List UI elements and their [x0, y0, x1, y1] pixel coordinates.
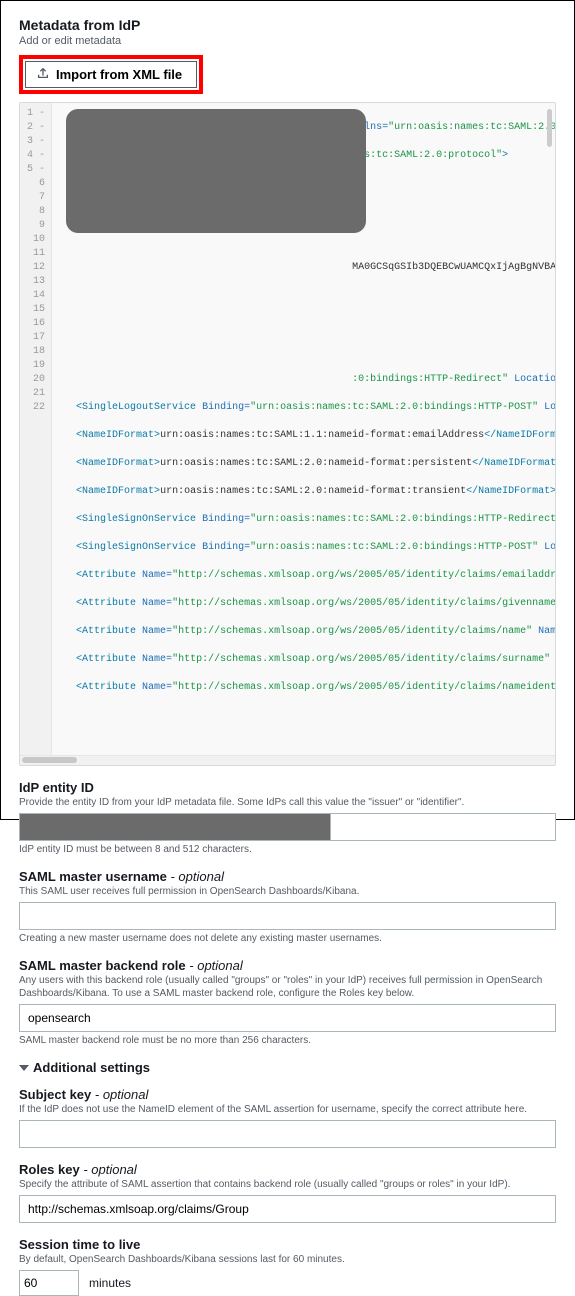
additional-settings-label: Additional settings: [33, 1060, 150, 1075]
session-ttl-unit: minutes: [89, 1276, 131, 1290]
idp-entity-id-note: IdP entity ID must be between 8 and 512 …: [19, 844, 556, 855]
additional-settings-toggle[interactable]: Additional settings: [19, 1060, 556, 1075]
import-highlight: Import from XML file: [19, 55, 203, 94]
upload-icon: [36, 66, 50, 83]
session-ttl-label: Session time to live: [19, 1237, 556, 1252]
backend-role-note: SAML master backend role must be no more…: [19, 1035, 556, 1046]
import-from-xml-button[interactable]: Import from XML file: [25, 61, 197, 88]
chevron-down-icon: [19, 1065, 29, 1071]
metadata-subtitle: Add or edit metadata: [19, 35, 556, 47]
redaction-overlay: [66, 109, 366, 233]
code-vertical-scrollbar[interactable]: [547, 109, 552, 147]
session-ttl-help: By default, OpenSearch Dashboards/Kibana…: [19, 1253, 556, 1266]
subject-key-help: If the IdP does not use the NameID eleme…: [19, 1103, 556, 1116]
roles-key-input[interactable]: [19, 1195, 556, 1223]
roles-key-help: Specify the attribute of SAML assertion …: [19, 1178, 556, 1191]
xml-code-panel: 1 -2 -3 -4 -5 -6789101112131415161718192…: [19, 102, 556, 766]
master-username-input[interactable]: [19, 902, 556, 930]
idp-entity-id-input[interactable]: [19, 813, 556, 841]
code-horizontal-scrollbar[interactable]: [20, 755, 555, 765]
subject-key-input[interactable]: [19, 1120, 556, 1148]
backend-role-help: Any users with this backend role (usuall…: [19, 974, 556, 1000]
master-username-note: Creating a new master username does not …: [19, 933, 556, 944]
session-ttl-input[interactable]: [19, 1270, 79, 1296]
subject-key-label: Subject key - optional: [19, 1087, 556, 1102]
idp-entity-id-label: IdP entity ID: [19, 780, 556, 795]
import-button-label: Import from XML file: [56, 67, 182, 82]
master-username-help: This SAML user receives full permission …: [19, 885, 556, 898]
backend-role-input[interactable]: [19, 1004, 556, 1032]
roles-key-label: Roles key - optional: [19, 1162, 556, 1177]
backend-role-label: SAML master backend role - optional: [19, 958, 556, 973]
idp-entity-id-help: Provide the entity ID from your IdP meta…: [19, 796, 556, 809]
master-username-label: SAML master username - optional: [19, 869, 556, 884]
code-gutter: 1 -2 -3 -4 -5 -6789101112131415161718192…: [20, 103, 52, 755]
metadata-heading: Metadata from IdP: [19, 17, 556, 33]
